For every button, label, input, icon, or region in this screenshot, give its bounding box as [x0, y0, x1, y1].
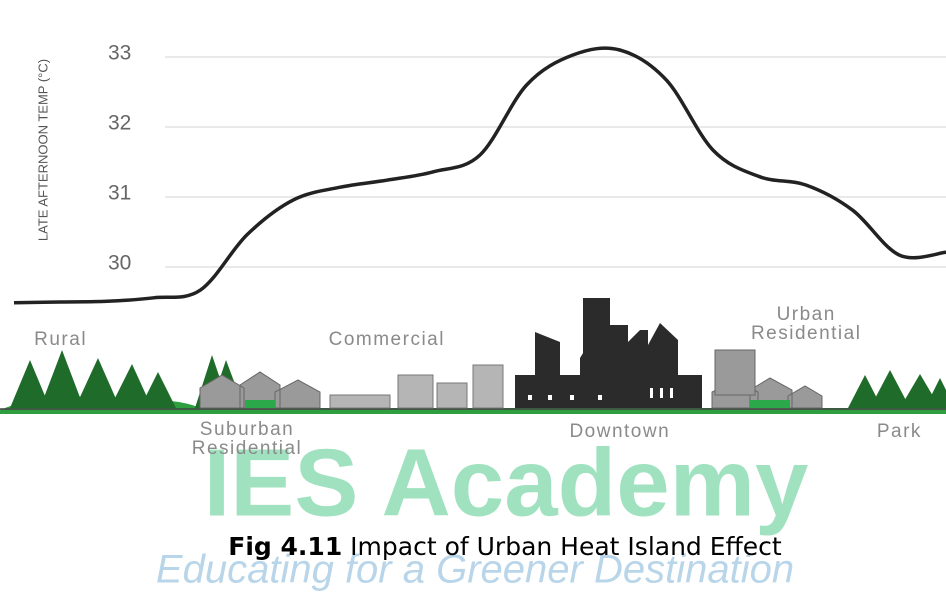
commercial-buildings [330, 365, 503, 408]
zone-label: Downtown [525, 422, 715, 441]
y-tick-label: 33 [108, 42, 131, 65]
y-axis-label: LATE AFTERNOON TEMP (°C) [35, 59, 50, 241]
zone-label: Suburban Residential [187, 420, 307, 458]
chart: LATE AFTERNOON TEMP (°C) IES Academy Edu… [0, 0, 946, 594]
temperature-line [14, 48, 946, 303]
lawn [245, 400, 275, 408]
zone-label: Commercial [292, 330, 482, 349]
y-tick-label: 31 [108, 182, 131, 205]
caption-text: Impact of Urban Heat Island Effect [342, 532, 782, 561]
figure: LATE AFTERNOON TEMP (°C) IES Academy Edu… [0, 0, 946, 594]
y-tick-label: 30 [108, 252, 131, 275]
houses [200, 350, 822, 408]
caption-number: Fig 4.11 [228, 532, 342, 561]
lawn [750, 400, 790, 408]
y-tick-label: 32 [108, 112, 131, 135]
downtown-buildings [515, 298, 702, 408]
zone-label: Urban Residential [746, 305, 866, 343]
zone-label: Park [804, 422, 946, 441]
zone-label: Rural [0, 330, 156, 349]
caption: Fig 4.11 Impact of Urban Heat Island Eff… [228, 532, 782, 561]
